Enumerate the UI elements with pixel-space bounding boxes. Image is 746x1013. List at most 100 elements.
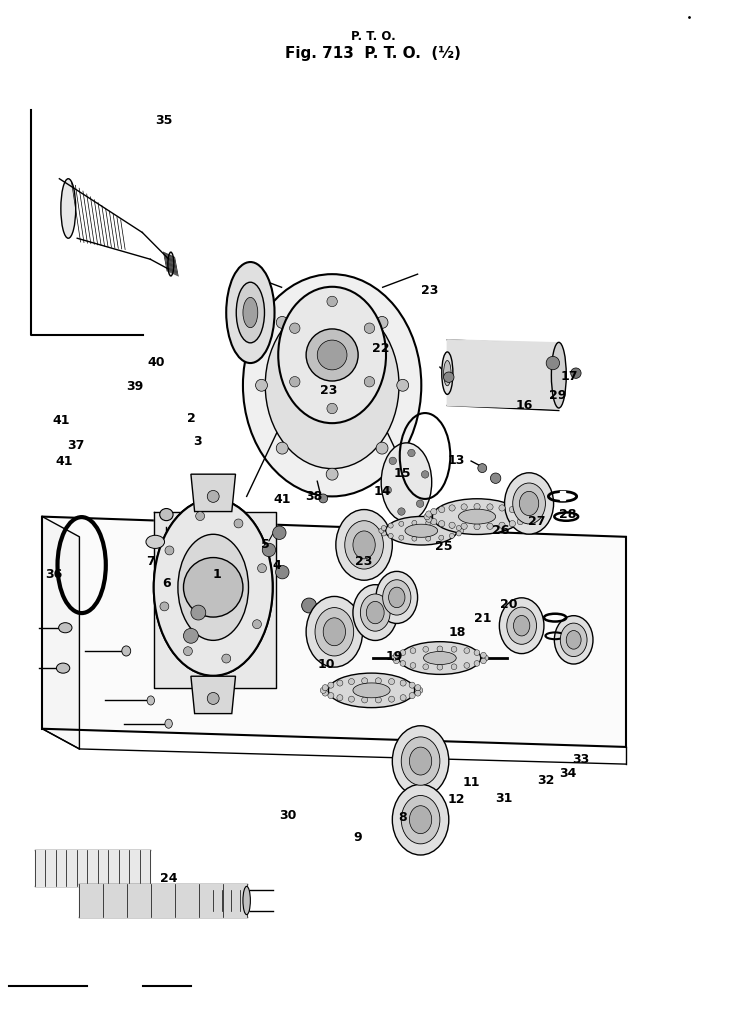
Ellipse shape xyxy=(59,623,72,633)
Ellipse shape xyxy=(243,298,258,327)
Circle shape xyxy=(364,323,374,333)
Ellipse shape xyxy=(405,524,438,537)
Ellipse shape xyxy=(165,719,172,728)
Circle shape xyxy=(348,679,354,685)
Circle shape xyxy=(426,511,432,518)
Ellipse shape xyxy=(551,342,566,408)
Circle shape xyxy=(384,486,392,493)
Ellipse shape xyxy=(147,696,154,705)
Ellipse shape xyxy=(366,602,384,624)
Circle shape xyxy=(437,646,443,651)
Ellipse shape xyxy=(243,275,421,496)
Circle shape xyxy=(400,695,406,701)
Circle shape xyxy=(327,296,337,307)
Circle shape xyxy=(322,690,328,696)
Circle shape xyxy=(417,688,423,693)
Circle shape xyxy=(393,652,399,658)
Circle shape xyxy=(376,316,388,328)
Circle shape xyxy=(517,519,524,525)
Circle shape xyxy=(423,646,429,652)
Text: 17: 17 xyxy=(560,370,578,383)
Ellipse shape xyxy=(345,521,383,569)
Circle shape xyxy=(474,503,480,510)
Text: 33: 33 xyxy=(572,753,590,766)
Circle shape xyxy=(408,449,416,457)
Text: 32: 32 xyxy=(537,774,555,787)
Circle shape xyxy=(379,528,384,533)
Circle shape xyxy=(571,368,581,379)
Circle shape xyxy=(362,678,368,684)
Circle shape xyxy=(337,695,343,701)
Ellipse shape xyxy=(513,483,545,524)
Circle shape xyxy=(483,655,489,660)
Text: 22: 22 xyxy=(372,342,389,356)
Text: 31: 31 xyxy=(495,792,513,805)
Circle shape xyxy=(451,646,457,652)
Circle shape xyxy=(381,526,386,531)
Circle shape xyxy=(376,443,388,454)
Text: 18: 18 xyxy=(449,626,466,639)
Ellipse shape xyxy=(499,598,544,653)
Polygon shape xyxy=(35,850,150,886)
Text: 24: 24 xyxy=(160,872,178,884)
Circle shape xyxy=(389,679,395,685)
Text: 7: 7 xyxy=(145,554,154,567)
Ellipse shape xyxy=(315,608,354,656)
Ellipse shape xyxy=(168,252,174,276)
Circle shape xyxy=(317,340,347,370)
Circle shape xyxy=(412,536,417,541)
Text: 12: 12 xyxy=(448,793,465,806)
Ellipse shape xyxy=(381,443,432,522)
Circle shape xyxy=(459,528,464,533)
Circle shape xyxy=(451,664,457,670)
Ellipse shape xyxy=(306,597,363,668)
Text: 16: 16 xyxy=(516,399,533,412)
Circle shape xyxy=(409,682,415,688)
Ellipse shape xyxy=(554,616,593,665)
Polygon shape xyxy=(191,474,236,512)
Circle shape xyxy=(327,403,337,413)
Circle shape xyxy=(207,693,219,704)
Circle shape xyxy=(426,516,432,523)
Ellipse shape xyxy=(401,795,440,844)
Circle shape xyxy=(252,620,261,629)
Circle shape xyxy=(439,535,444,540)
Ellipse shape xyxy=(401,736,440,785)
Circle shape xyxy=(437,665,443,670)
Circle shape xyxy=(276,316,288,328)
Ellipse shape xyxy=(459,510,495,524)
Circle shape xyxy=(391,655,397,660)
Circle shape xyxy=(319,494,327,502)
Circle shape xyxy=(263,543,275,556)
Circle shape xyxy=(275,565,289,578)
Text: 19: 19 xyxy=(385,649,403,663)
Circle shape xyxy=(222,654,231,664)
Text: 26: 26 xyxy=(492,525,510,537)
Text: 13: 13 xyxy=(448,454,465,467)
Ellipse shape xyxy=(154,499,273,676)
Circle shape xyxy=(320,688,326,693)
Circle shape xyxy=(474,660,480,667)
Text: 9: 9 xyxy=(354,832,363,845)
Ellipse shape xyxy=(278,287,386,423)
Circle shape xyxy=(362,697,368,703)
Ellipse shape xyxy=(444,361,451,386)
Ellipse shape xyxy=(146,535,165,548)
Text: 35: 35 xyxy=(154,114,172,127)
Text: Fig. 713  P. T. O.  (½): Fig. 713 P. T. O. (½) xyxy=(285,47,461,62)
Text: 38: 38 xyxy=(306,490,323,502)
Text: 2: 2 xyxy=(186,412,195,425)
Circle shape xyxy=(273,526,286,540)
Text: 23: 23 xyxy=(320,384,337,397)
Circle shape xyxy=(464,663,470,669)
Polygon shape xyxy=(79,884,247,917)
Circle shape xyxy=(430,509,437,515)
Circle shape xyxy=(457,531,461,536)
Circle shape xyxy=(389,457,396,465)
Text: 23: 23 xyxy=(355,554,373,567)
Text: 3: 3 xyxy=(193,436,202,449)
Ellipse shape xyxy=(507,607,536,644)
Ellipse shape xyxy=(154,499,273,676)
Circle shape xyxy=(510,521,515,527)
Ellipse shape xyxy=(160,509,173,521)
